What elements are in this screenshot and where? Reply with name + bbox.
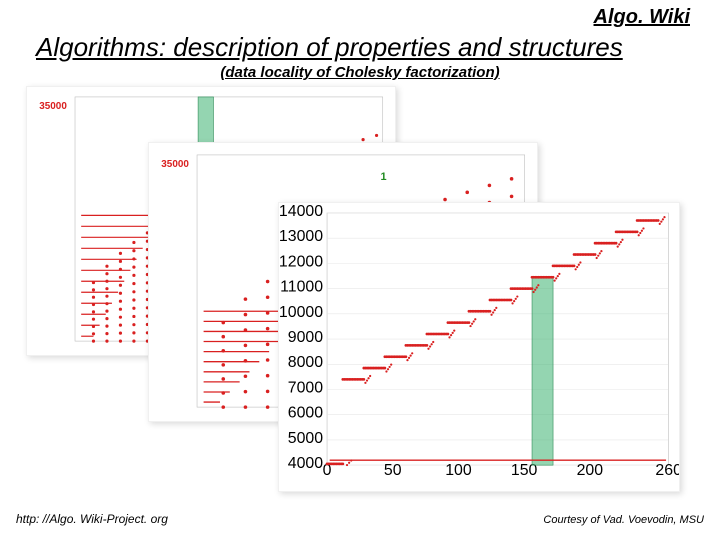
chart-locality-3: 4000 5000 6000 7000 8000 9000 10000 11000 12000 1…: [278, 202, 680, 492]
svg-text:35000: 35000: [39, 101, 67, 112]
svg-text:5000: 5000: [288, 430, 323, 447]
svg-text:9000: 9000: [288, 329, 323, 346]
logo: Algo. Wiki: [594, 6, 690, 29]
svg-text:7000: 7000: [288, 379, 323, 396]
page-subtitle: (data locality of Cholesky factorization…: [0, 64, 720, 81]
svg-text:13000: 13000: [279, 228, 323, 245]
svg-text:35000: 35000: [161, 159, 189, 170]
chart-area: 35000 35000 1 4000 5000 6000 7000 8000 9000 100…: [0, 86, 720, 506]
svg-text:8000: 8000: [288, 354, 323, 371]
svg-text:14000: 14000: [279, 203, 323, 220]
svg-text:6000: 6000: [288, 405, 323, 422]
svg-text:12000: 12000: [279, 253, 323, 270]
footer-url: http: //Algo. Wiki-Project. org: [16, 512, 168, 526]
svg-text:4000: 4000: [288, 455, 323, 472]
svg-text:260: 260: [655, 462, 679, 479]
page-title: Algorithms: description of properties an…: [36, 32, 700, 63]
svg-text:1: 1: [381, 171, 387, 183]
svg-text:11000: 11000: [280, 279, 323, 296]
svg-text:100: 100: [445, 462, 472, 479]
footer-credit: Courtesy of Vad. Voevodin, MSU: [543, 514, 704, 526]
svg-text:200: 200: [577, 462, 604, 479]
svg-text:10000: 10000: [279, 304, 323, 321]
svg-text:50: 50: [384, 462, 402, 479]
